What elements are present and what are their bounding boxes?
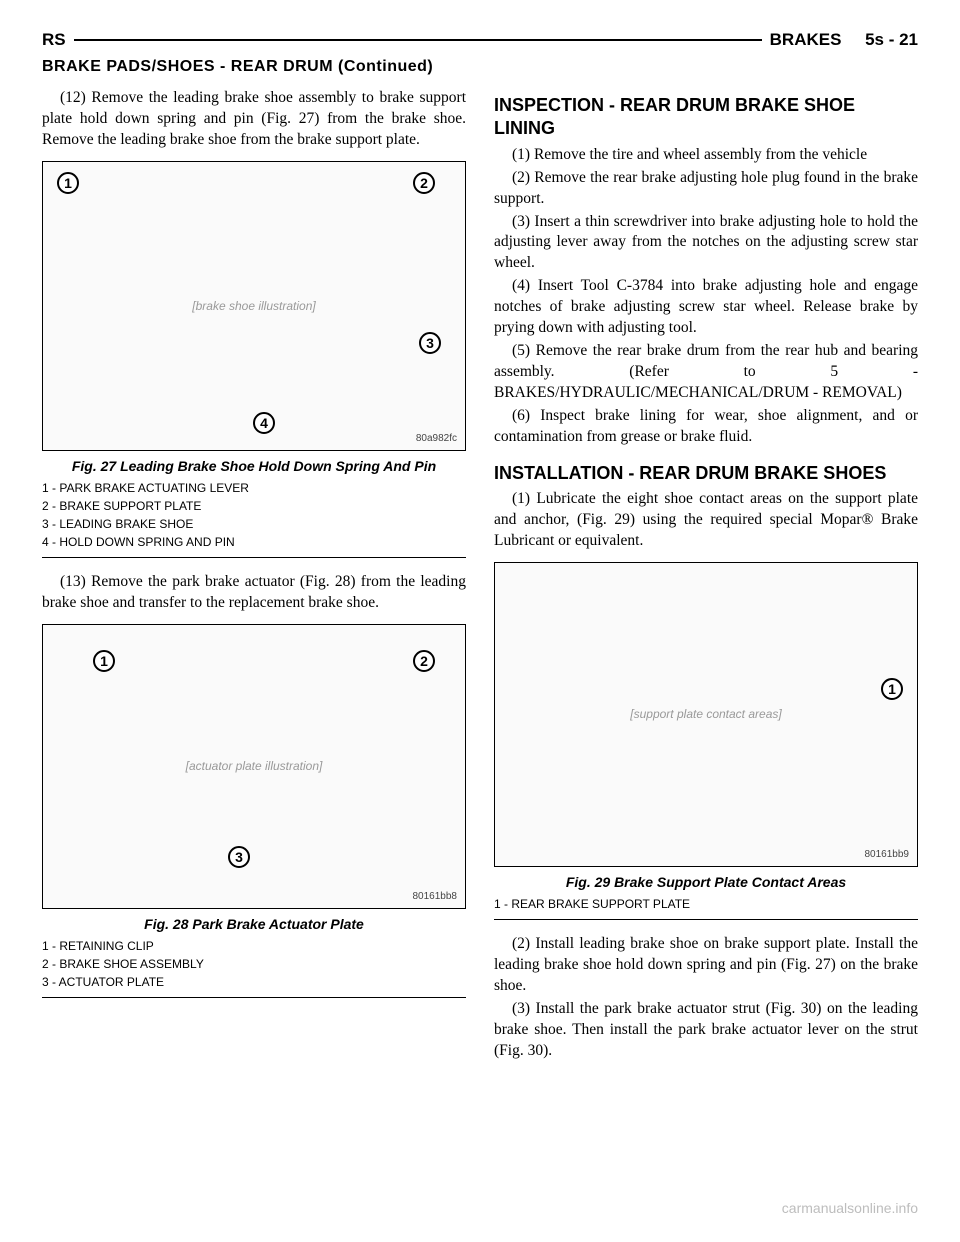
figure-27: [brake shoe illustration] 1 2 3 4 80a982… [42,161,466,451]
legend-row: 1 - REAR BRAKE SUPPORT PLATE [494,895,918,913]
content-columns: (12) Remove the leading brake shoe assem… [42,88,918,1064]
figure-28-art: [actuator plate illustration] [186,759,323,773]
header-left: RS [42,30,66,50]
figure-28: [actuator plate illustration] 1 2 3 8016… [42,624,466,909]
callout-1: 1 [93,650,115,672]
header-page: 5s - 21 [865,30,918,49]
inspection-title: INSPECTION - REAR DRUM BRAKE SHOE LINING [494,94,918,141]
inspection-step: (6) Inspect brake lining for wear, shoe … [494,406,918,448]
header-right: BRAKES 5s - 21 [770,30,918,50]
legend-row: 3 - ACTUATOR PLATE [42,973,466,991]
installation-step: (2) Install leading brake shoe on brake … [494,934,918,997]
legend-row: 1 - RETAINING CLIP [42,937,466,955]
legend-row: 1 - PARK BRAKE ACTUATING LEVER [42,479,466,497]
figure-27-art: [brake shoe illustration] [192,299,315,313]
inspection-step: (3) Insert a thin screwdriver into brake… [494,212,918,275]
figure-29-id: 80161bb9 [865,849,910,860]
header-section: BRAKES [770,30,842,49]
header-rule [74,39,762,41]
installation-title: INSTALLATION - REAR DRUM BRAKE SHOES [494,462,918,485]
callout-3: 3 [228,846,250,868]
legend-row: 2 - BRAKE SHOE ASSEMBLY [42,955,466,973]
watermark: carmanualsonline.info [782,1200,918,1216]
callout-1: 1 [57,172,79,194]
figure-29: [support plate contact areas] 1 80161bb9 [494,562,918,867]
callout-1: 1 [881,678,903,700]
figure-27-legend: 1 - PARK BRAKE ACTUATING LEVER 2 - BRAKE… [42,479,466,558]
figure-28-caption: Fig. 28 Park Brake Actuator Plate [42,915,466,933]
legend-row: 3 - LEADING BRAKE SHOE [42,515,466,533]
page-header: RS BRAKES 5s - 21 [42,30,918,50]
installation-step: (1) Lubricate the eight shoe contact are… [494,489,918,552]
legend-row: 2 - BRAKE SUPPORT PLATE [42,497,466,515]
figure-29-art: [support plate contact areas] [630,707,781,721]
figure-27-id: 80a982fc [416,433,457,444]
callout-4: 4 [253,412,275,434]
legend-row: 4 - HOLD DOWN SPRING AND PIN [42,533,466,551]
inspection-step: (2) Remove the rear brake adjusting hole… [494,168,918,210]
installation-step: (3) Install the park brake actuator stru… [494,999,918,1062]
step-13: (13) Remove the park brake actuator (Fig… [42,572,466,614]
figure-28-id: 80161bb8 [413,891,458,902]
inspection-step: (5) Remove the rear brake drum from the … [494,341,918,404]
section-continued: BRAKE PADS/SHOES - REAR DRUM (Continued) [42,54,918,88]
step-12: (12) Remove the leading brake shoe assem… [42,88,466,151]
figure-27-caption: Fig. 27 Leading Brake Shoe Hold Down Spr… [42,457,466,475]
callout-2: 2 [413,650,435,672]
figure-28-legend: 1 - RETAINING CLIP 2 - BRAKE SHOE ASSEMB… [42,937,466,998]
right-column: INSPECTION - REAR DRUM BRAKE SHOE LINING… [494,88,918,1064]
left-column: (12) Remove the leading brake shoe assem… [42,88,466,1064]
inspection-step: (4) Insert Tool C-3784 into brake adjust… [494,276,918,339]
callout-3: 3 [419,332,441,354]
figure-29-caption: Fig. 29 Brake Support Plate Contact Area… [494,873,918,891]
inspection-step: (1) Remove the tire and wheel assembly f… [494,145,918,166]
callout-2: 2 [413,172,435,194]
figure-29-legend: 1 - REAR BRAKE SUPPORT PLATE [494,895,918,920]
